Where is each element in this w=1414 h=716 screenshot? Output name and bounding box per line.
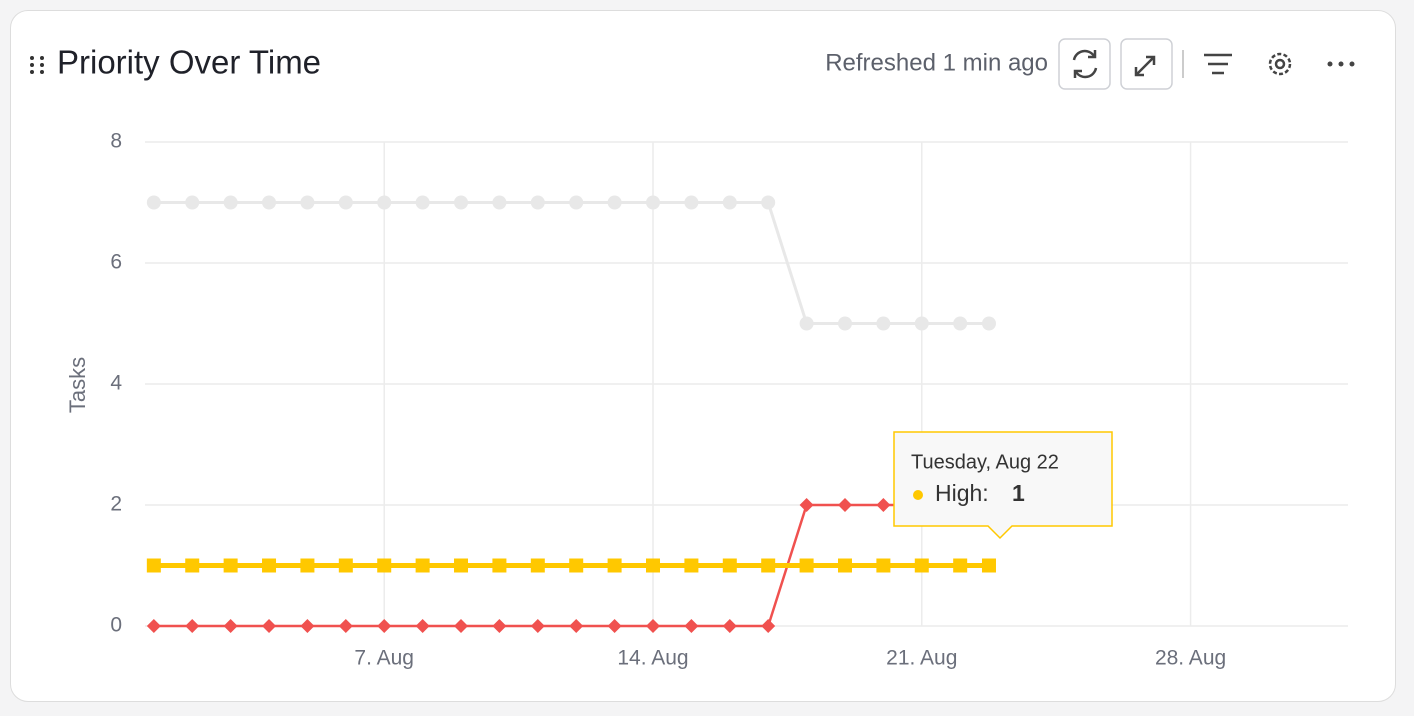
tooltip-box xyxy=(893,431,1113,540)
point xyxy=(684,195,699,210)
point xyxy=(492,558,507,573)
point xyxy=(569,195,584,210)
point xyxy=(799,558,814,573)
point xyxy=(646,619,661,633)
point xyxy=(799,316,814,331)
point xyxy=(761,195,776,210)
point xyxy=(981,558,996,573)
point xyxy=(377,619,392,633)
grid: 0 2 4 6 8 7. Aug 14. Aug 21. Aug 28. Aug xyxy=(110,130,1348,670)
plot xyxy=(146,195,996,633)
y-tick-label: 0 xyxy=(110,614,122,637)
y-tick-label: 8 xyxy=(110,130,122,153)
point xyxy=(300,619,315,633)
point xyxy=(530,558,545,573)
point xyxy=(837,558,852,573)
point xyxy=(377,195,392,210)
point xyxy=(530,195,545,210)
point xyxy=(607,619,622,633)
y-tick-label: 2 xyxy=(110,493,122,516)
y-tick-label: 6 xyxy=(110,251,122,274)
point xyxy=(262,195,277,210)
point xyxy=(146,195,161,210)
point xyxy=(185,195,200,210)
point xyxy=(185,619,200,633)
point xyxy=(223,558,238,573)
drag-handle[interactable] xyxy=(30,56,44,74)
point xyxy=(530,619,545,633)
point xyxy=(607,195,622,210)
point xyxy=(646,558,661,573)
point xyxy=(914,316,929,331)
x-tick-label: 21. Aug xyxy=(886,647,957,670)
point xyxy=(338,558,353,573)
point xyxy=(837,498,852,512)
point xyxy=(338,195,353,210)
title: Priority Over Time xyxy=(57,44,321,81)
point xyxy=(953,558,968,573)
y-axis-label: Tasks xyxy=(65,357,90,413)
point xyxy=(981,316,996,331)
point xyxy=(876,498,891,512)
point xyxy=(684,619,699,633)
refresh-button[interactable] xyxy=(1058,38,1111,90)
x-tick-label: 14. Aug xyxy=(617,647,688,670)
point xyxy=(837,316,852,331)
point xyxy=(262,619,277,633)
point xyxy=(761,619,776,633)
point xyxy=(223,619,238,633)
point xyxy=(454,558,469,573)
tooltip-header: Tuesday, Aug 22 xyxy=(911,451,1059,473)
point xyxy=(262,558,277,573)
point xyxy=(569,619,584,633)
point xyxy=(722,619,737,633)
point xyxy=(646,195,661,210)
point xyxy=(761,558,776,573)
point xyxy=(569,558,584,573)
y-tick-label: 4 xyxy=(110,372,122,395)
point xyxy=(185,558,200,573)
point xyxy=(454,619,469,633)
point xyxy=(914,558,929,573)
point xyxy=(300,195,315,210)
card xyxy=(10,10,1396,702)
tooltip-dot xyxy=(913,490,923,500)
filter-button[interactable] xyxy=(1204,53,1232,75)
point xyxy=(454,195,469,210)
point xyxy=(415,195,430,210)
tooltip: Tuesday, Aug 22 High: 1 xyxy=(893,431,1113,540)
settings-button[interactable] xyxy=(1268,52,1292,76)
point xyxy=(953,316,968,331)
point xyxy=(338,619,353,633)
point xyxy=(492,195,507,210)
tooltip-value: 1 xyxy=(1012,480,1025,506)
point xyxy=(722,195,737,210)
point xyxy=(607,558,622,573)
more-button[interactable] xyxy=(1327,61,1355,67)
expand-button[interactable] xyxy=(1120,38,1173,90)
point xyxy=(223,195,238,210)
point xyxy=(876,558,891,573)
point xyxy=(876,316,891,331)
point xyxy=(146,558,161,573)
point xyxy=(799,498,814,512)
point xyxy=(722,558,737,573)
x-tick-label: 28. Aug xyxy=(1155,647,1226,670)
point xyxy=(300,558,315,573)
point xyxy=(492,619,507,633)
point xyxy=(415,558,430,573)
point xyxy=(146,619,161,633)
point xyxy=(415,619,430,633)
point xyxy=(377,558,392,573)
status: Refreshed 1 min ago xyxy=(825,49,1048,76)
x-tick-label: 7. Aug xyxy=(354,647,414,670)
tooltip-label: High: xyxy=(935,480,989,506)
point xyxy=(684,558,699,573)
